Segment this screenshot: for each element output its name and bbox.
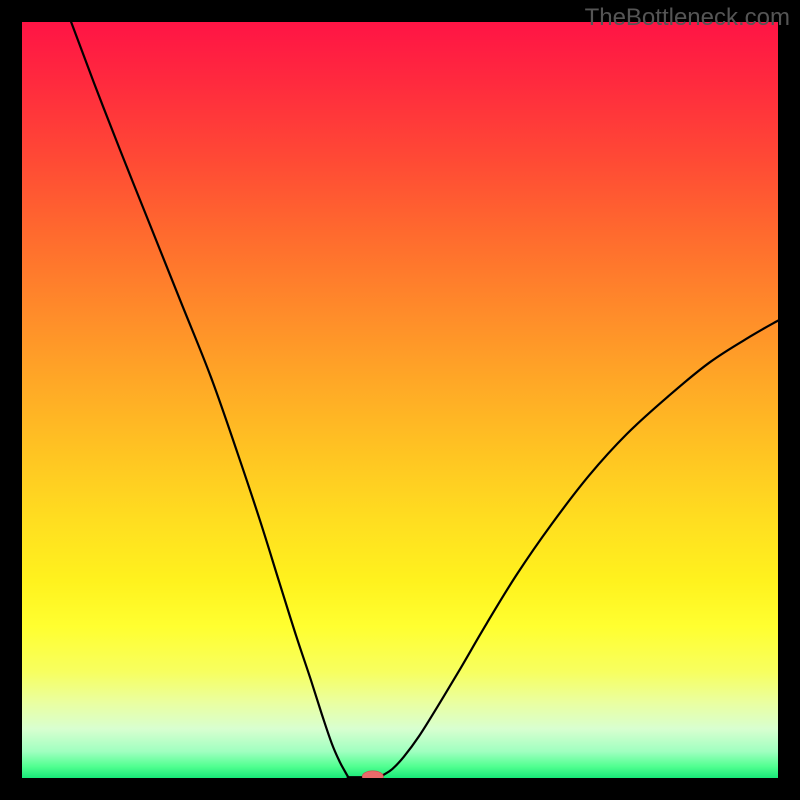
watermark-text: TheBottleneck.com [585,4,790,32]
bottleneck-chart [0,0,800,800]
chart-container: TheBottleneck.com [0,0,800,800]
